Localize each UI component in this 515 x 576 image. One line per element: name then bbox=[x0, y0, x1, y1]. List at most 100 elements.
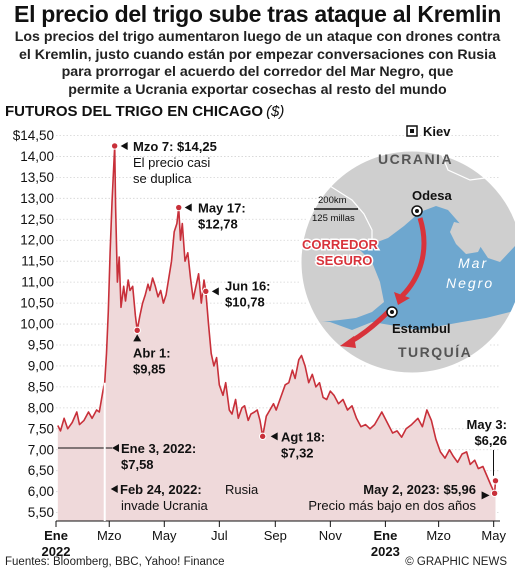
arrow-may17 bbox=[184, 203, 192, 212]
annotation-abr1-date: Abr 1: bbox=[133, 345, 171, 360]
x-tick-label: May bbox=[481, 528, 506, 543]
subtitle-line: para prorrogar el acuerdo del corredor d… bbox=[61, 64, 454, 80]
price-area-fill bbox=[57, 146, 496, 521]
subtitle: Los precios del trigo aumentaron luego d… bbox=[4, 29, 511, 99]
annotation-mzo7-text: El precio casi bbox=[133, 155, 210, 170]
annotation-feb24-inline: Rusia bbox=[225, 482, 259, 497]
map-label-mar: Mar bbox=[458, 255, 488, 271]
y-tick-label: 7,00 bbox=[28, 442, 54, 457]
arrow-ene3 bbox=[112, 444, 119, 452]
chart-title: FUTUROS DEL TRIGO EN CHICAGO ($) bbox=[5, 103, 284, 121]
price-line-path bbox=[57, 145, 497, 495]
annotation-may3-date: May 3: bbox=[467, 417, 507, 432]
subtitle-line: permite a Ucrania exportar cosechas al r… bbox=[68, 81, 447, 98]
y-tick-label: 11,50 bbox=[21, 254, 54, 269]
x-tick-label: Sep bbox=[264, 528, 287, 543]
map-label-ucrania: UCRANIA bbox=[378, 151, 453, 167]
headline: El precio del trigo sube tras ataque al … bbox=[14, 1, 501, 27]
footer-sources: Fuentes: Bloomberg, BBC, Yahoo! Finance bbox=[5, 556, 225, 568]
annotation-may2-text: Precio más bajo en dos años bbox=[308, 498, 476, 513]
subtitle-line: el Kremlin, justo cuando están por empez… bbox=[19, 46, 496, 63]
x-tick-label: Mzo bbox=[97, 528, 122, 543]
annotation-mzo7-text: se duplica bbox=[133, 171, 192, 186]
map-label-corredor: CORREDOR bbox=[302, 237, 378, 252]
footer-brand: © GRAPHIC NEWS bbox=[405, 556, 507, 568]
annotation-abr1-value: $9,85 bbox=[133, 361, 166, 376]
map-label-odesa: Odesa bbox=[412, 188, 453, 203]
y-tick-label: 12,50 bbox=[20, 212, 54, 227]
annotation-agt18-date: Agt 18: bbox=[281, 429, 325, 444]
subtitle-line: Los precios del trigo aumentaron luego d… bbox=[14, 29, 501, 45]
price-line bbox=[57, 145, 497, 495]
annotation-agt18-value: $7,32 bbox=[281, 445, 314, 460]
annotation-may17-date: May 17: bbox=[198, 201, 246, 216]
annotation-jun16-value: $10,78 bbox=[225, 294, 265, 309]
y-tick-label: 5,50 bbox=[28, 505, 54, 520]
chart-unit: ($) bbox=[266, 103, 285, 120]
y-tick-label: 11,00 bbox=[21, 275, 54, 290]
y-tick-label: 9,50 bbox=[28, 338, 54, 353]
land-crimea bbox=[450, 222, 484, 254]
annotation-may2-value: May 2, 2023: $5,96 bbox=[363, 482, 476, 497]
map-label-negro: Negro bbox=[446, 275, 494, 291]
annotation-jun16-date: Jun 16: bbox=[225, 278, 271, 293]
annotation-ene3-value: $7,58 bbox=[121, 457, 154, 472]
x-tick-label: Jul bbox=[211, 528, 228, 543]
corridor-arrowhead bbox=[394, 292, 410, 305]
odesa-marker-dot bbox=[415, 209, 419, 213]
x-tick-year: 2022 bbox=[42, 544, 71, 559]
map-label-estambul: Estambul bbox=[392, 321, 451, 336]
arrow-may2 bbox=[481, 491, 490, 500]
annotation-may17-value: $12,78 bbox=[198, 217, 238, 232]
x-tick-label: May bbox=[152, 528, 177, 543]
peak-marker-mzo7 bbox=[110, 142, 119, 150]
chart-title-text: FUTUROS DEL TRIGO EN CHICAGO bbox=[5, 103, 264, 120]
scale-km: 200km bbox=[318, 195, 347, 206]
map-label-kiev: Kiev bbox=[423, 124, 451, 139]
y-tick-label: 13,50 bbox=[20, 170, 54, 185]
marker-may2 bbox=[490, 489, 499, 498]
map-label-turquia: TURQUÍA bbox=[398, 344, 472, 360]
x-tick-label: Nov bbox=[319, 528, 343, 543]
peak-marker-may17 bbox=[175, 203, 183, 212]
estambul-marker-dot bbox=[390, 310, 394, 314]
x-tick-label: Mzo bbox=[426, 528, 451, 543]
y-tick-label: 10,00 bbox=[20, 317, 54, 332]
axes: $14,50 14,00 13,50 13,00 12,50 12,00 11,50 11,0… bbox=[13, 128, 507, 559]
arrow-mzo7 bbox=[120, 141, 128, 150]
annotation-feb24-text: invade Ucrania bbox=[121, 498, 208, 513]
y-tick-label: 12,00 bbox=[20, 233, 54, 248]
marker-abr1 bbox=[133, 326, 141, 335]
annotation-feb24-date: Feb 24, 2022: bbox=[120, 482, 202, 497]
arrow-jun16 bbox=[211, 287, 219, 296]
x-tick-label: Ene bbox=[44, 528, 68, 543]
arrow-feb24 bbox=[110, 485, 118, 493]
y-tick-label: 9,00 bbox=[28, 358, 54, 373]
price-area bbox=[57, 146, 496, 521]
land-west bbox=[300, 250, 384, 322]
x-tick-year: 2023 bbox=[371, 544, 400, 559]
corridor-arrowhead-2 bbox=[340, 336, 356, 348]
kiev-marker-dot bbox=[410, 129, 414, 133]
scale-mi: 125 millas bbox=[312, 213, 355, 224]
y-tick-label: $14,50 bbox=[13, 128, 54, 143]
annotation-mzo7-value: Mzo 7: $14,25 bbox=[133, 139, 217, 154]
y-tick-label: 6,00 bbox=[28, 484, 54, 499]
y-tick-label: 8,00 bbox=[28, 400, 54, 415]
black-sea-map: Kiev UCRANIA 200km 125 millas Odesa Mar … bbox=[298, 124, 515, 376]
corridor-arrow bbox=[400, 217, 427, 298]
y-tick-label: 8,50 bbox=[28, 379, 54, 394]
marker-jun16 bbox=[202, 287, 210, 296]
map-label-seguro: SEGURO bbox=[316, 253, 372, 268]
marker-agt18 bbox=[258, 432, 267, 441]
y-tick-label: 10,50 bbox=[20, 296, 54, 311]
y-tick-label: 7,50 bbox=[28, 421, 54, 436]
y-tick-label: 6,50 bbox=[28, 463, 54, 478]
y-tick-label: 13,00 bbox=[20, 191, 54, 206]
x-tick-label: Ene bbox=[373, 528, 397, 543]
y-tick-label: 14,00 bbox=[20, 149, 54, 164]
arrow-abr1 bbox=[133, 334, 142, 342]
